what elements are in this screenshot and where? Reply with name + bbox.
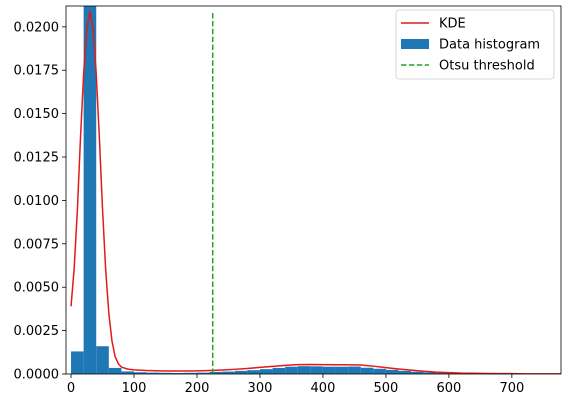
histogram-bar <box>411 371 424 374</box>
histogram-bar <box>209 371 223 374</box>
histogram-bar <box>297 366 311 374</box>
histogram-bar <box>108 367 122 374</box>
histogram-bar <box>398 370 412 374</box>
histogram-bar <box>121 371 135 374</box>
y-tick-label: 0.0100 <box>14 194 60 209</box>
x-tick-label: 400 <box>311 381 336 396</box>
histogram-bar <box>234 370 248 374</box>
legend-histogram-label: Data histogram <box>439 38 540 53</box>
histogram-bar <box>259 369 273 374</box>
histogram-bar <box>322 366 336 374</box>
legend: KDE Data histogram Otsu threshold <box>395 9 555 80</box>
legend-box <box>395 9 555 80</box>
x-tick-label: 100 <box>122 381 147 396</box>
histogram-bar <box>247 370 260 374</box>
x-tick-label: 700 <box>499 381 524 396</box>
histogram-series <box>71 6 525 374</box>
plot-frame <box>65 5 562 375</box>
y-tick-label: 0.0125 <box>14 151 60 166</box>
histogram-bar <box>335 366 349 374</box>
x-tick-label: 0 <box>67 381 75 396</box>
y-tick-label: 0.0200 <box>14 20 60 35</box>
histogram-bar <box>159 372 172 374</box>
histogram-bar <box>71 351 84 374</box>
y-tick-label: 0.0050 <box>14 281 60 296</box>
y-tick-label: 0.0075 <box>14 237 60 252</box>
histogram-bar <box>348 366 361 374</box>
axes: 0 100 200 300 400 500 600 700 0.0000 0.0025 0.0050… <box>14 5 562 396</box>
histogram-bar <box>423 372 437 374</box>
histogram-bar <box>196 372 210 374</box>
legend-histogram-swatch <box>401 39 429 49</box>
y-tick-label: 0.0175 <box>14 64 60 79</box>
histogram-bar <box>222 371 235 374</box>
x-tick-label: 200 <box>185 381 210 396</box>
histogram-bar <box>134 372 147 374</box>
legend-threshold-label: Otsu threshold <box>439 59 535 74</box>
histogram-bar <box>83 6 97 374</box>
histogram-bar <box>272 367 286 374</box>
kde-line <box>70 10 561 374</box>
legend-kde-label: KDE <box>439 17 466 32</box>
x-tick-label: 300 <box>248 381 273 396</box>
x-tick-label: 600 <box>436 381 461 396</box>
histogram-bar <box>360 367 374 374</box>
histogram-bar <box>146 372 160 374</box>
histogram-bar <box>385 369 399 374</box>
y-tick-label: 0.0025 <box>14 324 60 339</box>
histogram-bar <box>285 366 298 374</box>
y-tick-label: 0.0000 <box>14 368 60 383</box>
histogram-bar <box>184 372 197 374</box>
kde-series <box>70 10 561 374</box>
y-tick-label: 0.0150 <box>14 107 60 122</box>
histogram-bar <box>373 368 386 374</box>
x-tick-label: 500 <box>374 381 399 396</box>
histogram-bar <box>96 346 109 374</box>
histogram-bar <box>310 366 323 374</box>
histogram-bar <box>436 372 449 374</box>
histogram-bar <box>171 372 185 374</box>
